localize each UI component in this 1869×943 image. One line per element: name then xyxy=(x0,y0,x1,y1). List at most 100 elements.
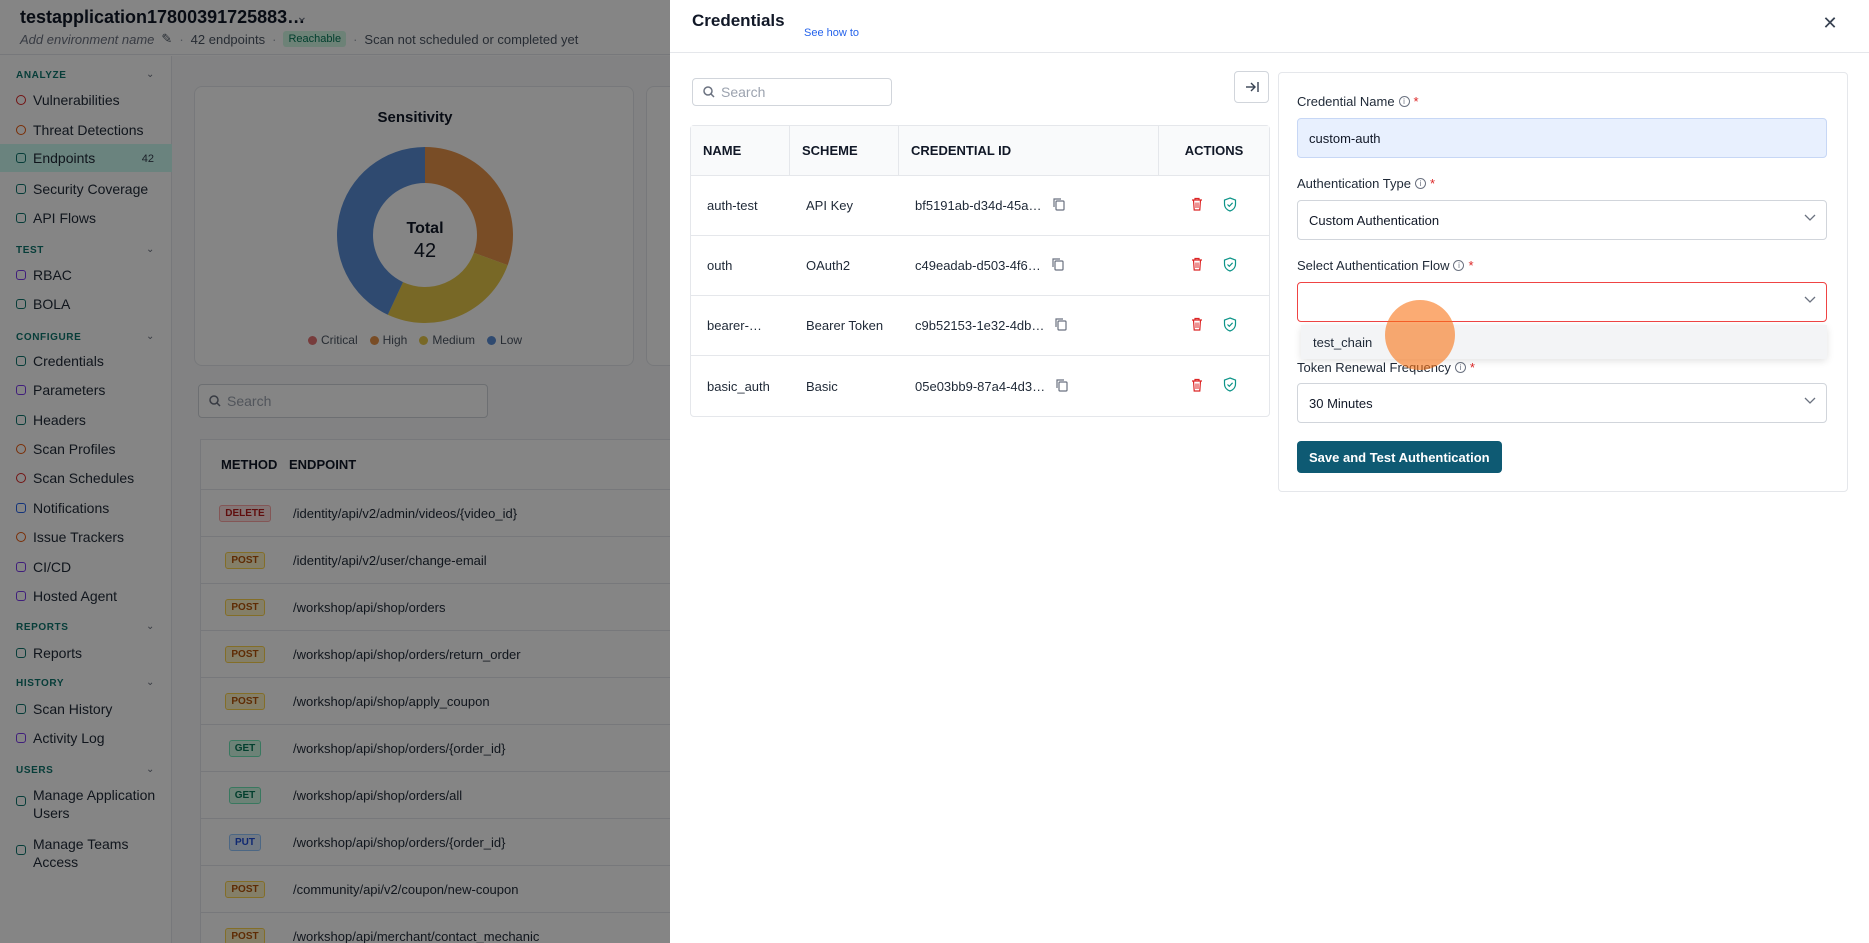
sidebar-item-manage-teams-access[interactable]: Manage Teams Access xyxy=(16,835,156,871)
sidebar-item-parameters[interactable]: Parameters xyxy=(16,381,166,399)
sidebar-item-threat-detections[interactable]: Threat Detections xyxy=(16,121,166,139)
credential-id-text: 05e03bb9-87a4-4d3… xyxy=(915,378,1046,394)
endpoints-search-input[interactable]: Search xyxy=(198,384,488,418)
column-name[interactable]: NAME xyxy=(691,126,790,175)
sidebar-item-hosted-agent[interactable]: Hosted Agent xyxy=(16,587,166,605)
chevron-down-icon[interactable]: ⌄ xyxy=(296,8,308,24)
sidebar-item-label: Reports xyxy=(33,645,83,661)
token-renewal-select[interactable]: 30 Minutes xyxy=(1297,383,1827,423)
chevron-down-icon[interactable]: ⌄ xyxy=(146,244,155,255)
column-endpoint[interactable]: ENDPOINT xyxy=(289,457,357,472)
table-row[interactable]: basic_auth Basic 05e03bb9-87a4-4d3… xyxy=(691,356,1269,416)
sidebar-section-test[interactable]: TEST xyxy=(16,245,44,256)
bola-icon xyxy=(16,299,26,309)
delete-icon[interactable] xyxy=(1191,257,1203,274)
chevron-down-icon[interactable]: ⌄ xyxy=(146,764,155,775)
sidebar-section-analyze[interactable]: ANALYZE xyxy=(16,70,67,81)
legend-high[interactable]: High xyxy=(369,333,407,347)
sidebar-item-activity-log[interactable]: Activity Log xyxy=(16,729,166,747)
copy-icon[interactable] xyxy=(1052,197,1066,214)
sidebar-item-bola[interactable]: BOLA xyxy=(16,295,166,313)
delete-icon[interactable] xyxy=(1191,197,1203,214)
sidebar-item-scan-schedules[interactable]: Scan Schedules xyxy=(16,469,166,487)
shield-check-icon[interactable] xyxy=(1223,377,1237,395)
endpoint-path: /workshop/api/shop/orders/all xyxy=(293,787,463,803)
dropdown-option-test-chain[interactable]: test_chain xyxy=(1301,325,1827,359)
shield-check-icon[interactable] xyxy=(1223,316,1237,335)
modal-backdrop[interactable] xyxy=(0,0,670,943)
sidebar-item-manage-application-users[interactable]: Manage Application Users xyxy=(16,786,156,822)
info-icon[interactable]: i xyxy=(1398,96,1410,107)
table-row[interactable]: DELETE/identity/api/v2/admin/videos/{vid… xyxy=(201,490,899,537)
legend-medium[interactable]: Medium xyxy=(419,333,475,347)
required-mark: * xyxy=(1469,360,1475,375)
credentials-search-input[interactable] xyxy=(721,84,881,100)
chevron-down-icon[interactable]: ⌄ xyxy=(146,621,155,632)
sidebar-section-reports[interactable]: REPORTS xyxy=(16,622,69,633)
credential-name-input[interactable]: custom-auth xyxy=(1297,118,1827,158)
delete-icon[interactable] xyxy=(1191,317,1203,334)
chevron-down-icon[interactable]: ⌄ xyxy=(146,677,155,688)
authentication-flow-select[interactable] xyxy=(1297,282,1827,322)
delete-icon[interactable] xyxy=(1191,378,1203,395)
collapse-panel-button[interactable] xyxy=(1234,71,1269,103)
legend-critical[interactable]: Critical xyxy=(307,333,358,347)
sidebar-item-notifications[interactable]: Notifications xyxy=(16,499,166,517)
sidebar-item-label: CI/CD xyxy=(33,559,72,575)
see-how-link[interactable]: See how to xyxy=(804,27,860,39)
info-icon[interactable]: i xyxy=(1414,178,1426,189)
sidebar-item-api-flows[interactable]: API Flows xyxy=(16,209,166,227)
label-text: Select Authentication Flow xyxy=(1297,258,1450,273)
column-method[interactable]: METHOD xyxy=(221,457,278,472)
table-row[interactable]: auth-test API Key bf5191ab-d34d-45a… xyxy=(691,176,1269,236)
shield-check-icon[interactable] xyxy=(1223,256,1237,275)
close-icon[interactable]: ✕ xyxy=(1822,13,1838,33)
chevron-down-icon[interactable]: ⌄ xyxy=(146,331,155,342)
table-row[interactable]: PUT/workshop/api/shop/orders/{order_id} xyxy=(201,819,899,866)
table-row[interactable]: POST/workshop/api/shop/apply_coupon xyxy=(201,678,899,725)
table-row[interactable]: POST/identity/api/v2/user/change-email xyxy=(201,537,899,584)
info-icon[interactable]: i xyxy=(1453,260,1465,271)
sidebar-item-issue-trackers[interactable]: Issue Trackers xyxy=(16,528,166,546)
sidebar-section-configure[interactable]: CONFIGURE xyxy=(16,332,82,343)
table-row[interactable]: POST/workshop/api/merchant/contact_mecha… xyxy=(201,913,899,943)
table-row[interactable]: bearer-… Bearer Token c9b52153-1e32-4db… xyxy=(691,296,1269,356)
table-row[interactable]: GET/workshop/api/shop/orders/{order_id} xyxy=(201,725,899,772)
sidebar: ANALYZE ⌄ Vulnerabilities Threat Detecti… xyxy=(0,56,172,943)
authentication-type-select[interactable]: Custom Authentication xyxy=(1297,200,1827,240)
copy-icon[interactable] xyxy=(1051,257,1065,274)
credentials-search[interactable] xyxy=(692,78,892,106)
shield-check-icon[interactable] xyxy=(1223,196,1237,215)
endpoint-path: /workshop/api/shop/orders/{order_id} xyxy=(293,834,506,850)
save-and-test-button[interactable]: Save and Test Authentication xyxy=(1297,441,1502,473)
legend-low[interactable]: Low xyxy=(487,333,522,347)
table-row[interactable]: POST/workshop/api/shop/orders xyxy=(201,584,899,631)
table-row[interactable]: POST/workshop/api/shop/orders/return_ord… xyxy=(201,631,899,678)
sidebar-item-label: Manage Application Users xyxy=(33,787,156,821)
sidebar-section-users[interactable]: USERS xyxy=(16,765,54,776)
sidebar-item-vulnerabilities[interactable]: Vulnerabilities xyxy=(16,91,166,109)
info-icon[interactable]: i xyxy=(1454,362,1466,373)
table-row[interactable]: outh OAuth2 c49eadab-d503-4f6… xyxy=(691,236,1269,296)
table-row[interactable]: GET/workshop/api/shop/orders/all xyxy=(201,772,899,819)
sidebar-item-reports[interactable]: Reports xyxy=(16,644,166,662)
copy-icon[interactable] xyxy=(1055,378,1069,395)
column-credential-id[interactable]: CREDENTIAL ID xyxy=(899,126,1159,175)
sidebar-item-credentials[interactable]: Credentials xyxy=(16,352,166,370)
sidebar-item-security-coverage[interactable]: Security Coverage xyxy=(16,180,166,198)
chevron-down-icon[interactable]: ⌄ xyxy=(146,69,155,80)
sidebar-item-rbac[interactable]: RBAC xyxy=(16,266,166,284)
sidebar-item-scan-history[interactable]: Scan History xyxy=(16,700,166,718)
sidebar-item-headers[interactable]: Headers xyxy=(16,411,166,429)
actions-cell xyxy=(1159,356,1269,416)
sidebar-section-history[interactable]: HISTORY xyxy=(16,678,65,689)
edit-icon[interactable]: ✎ xyxy=(161,31,173,46)
table-row[interactable]: POST/community/api/v2/coupon/new-coupon xyxy=(201,866,899,913)
application-title[interactable]: testapplication17800391725883… xyxy=(20,7,306,27)
environment-name[interactable]: Add environment name xyxy=(20,31,155,47)
copy-icon[interactable] xyxy=(1054,317,1068,334)
column-scheme[interactable]: SCHEME xyxy=(790,126,899,175)
sidebar-item-ci-cd[interactable]: CI/CD xyxy=(16,558,166,576)
sidebar-item-scan-profiles[interactable]: Scan Profiles xyxy=(16,440,166,458)
sidebar-item-endpoints[interactable]: Endpoints 42 xyxy=(0,144,172,172)
